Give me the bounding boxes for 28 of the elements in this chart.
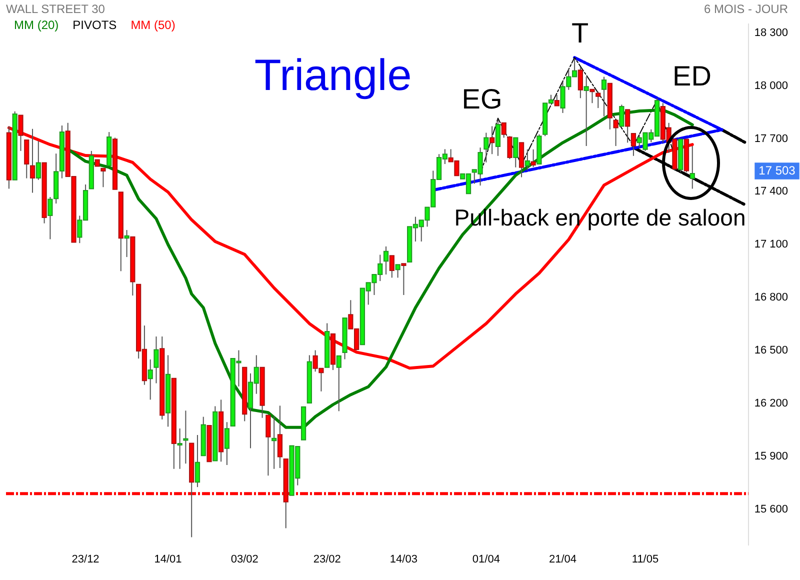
annotation: EG [462, 84, 502, 115]
y-tick-label: 16 200 [754, 398, 788, 410]
x-tick-label: 14/03 [390, 553, 418, 566]
y-tick-label: 17 100 [754, 238, 788, 251]
chart-subtitle: 6 MOIS - JOUR [704, 2, 788, 16]
y-tick-label: 17 700 [754, 132, 788, 145]
y-tick-label: 15 600 [754, 504, 788, 516]
annotation: T [571, 18, 589, 49]
text: MM (20) [14, 18, 59, 32]
annotation: ED [672, 60, 712, 92]
x-tick-label: 03/02 [230, 553, 258, 566]
x-tick-label: 01/04 [472, 553, 500, 566]
x-tick-label: 21/04 [549, 553, 577, 566]
y-tick-label: 17 400 [754, 186, 788, 198]
x-tick-label: 23/02 [313, 553, 341, 566]
x-tick-label: 11/05 [632, 553, 659, 566]
annotation: Triangle [254, 51, 412, 100]
y-tick-label: 18 000 [754, 80, 788, 92]
x-tick-label: 23/12 [72, 553, 100, 566]
y-tick-label: 16 500 [754, 344, 788, 357]
y-tick-label: 18 300 [754, 26, 788, 39]
text: PIVOTS [72, 18, 117, 32]
x-tick-label: 14/01 [154, 553, 182, 566]
text: MM (50) [130, 18, 176, 32]
y-tick-label: 16 800 [754, 292, 788, 304]
chart-title: WALL STREET 30 [6, 2, 105, 16]
y-tick-label: 15 900 [754, 450, 788, 463]
text: 17 503 [758, 163, 796, 178]
